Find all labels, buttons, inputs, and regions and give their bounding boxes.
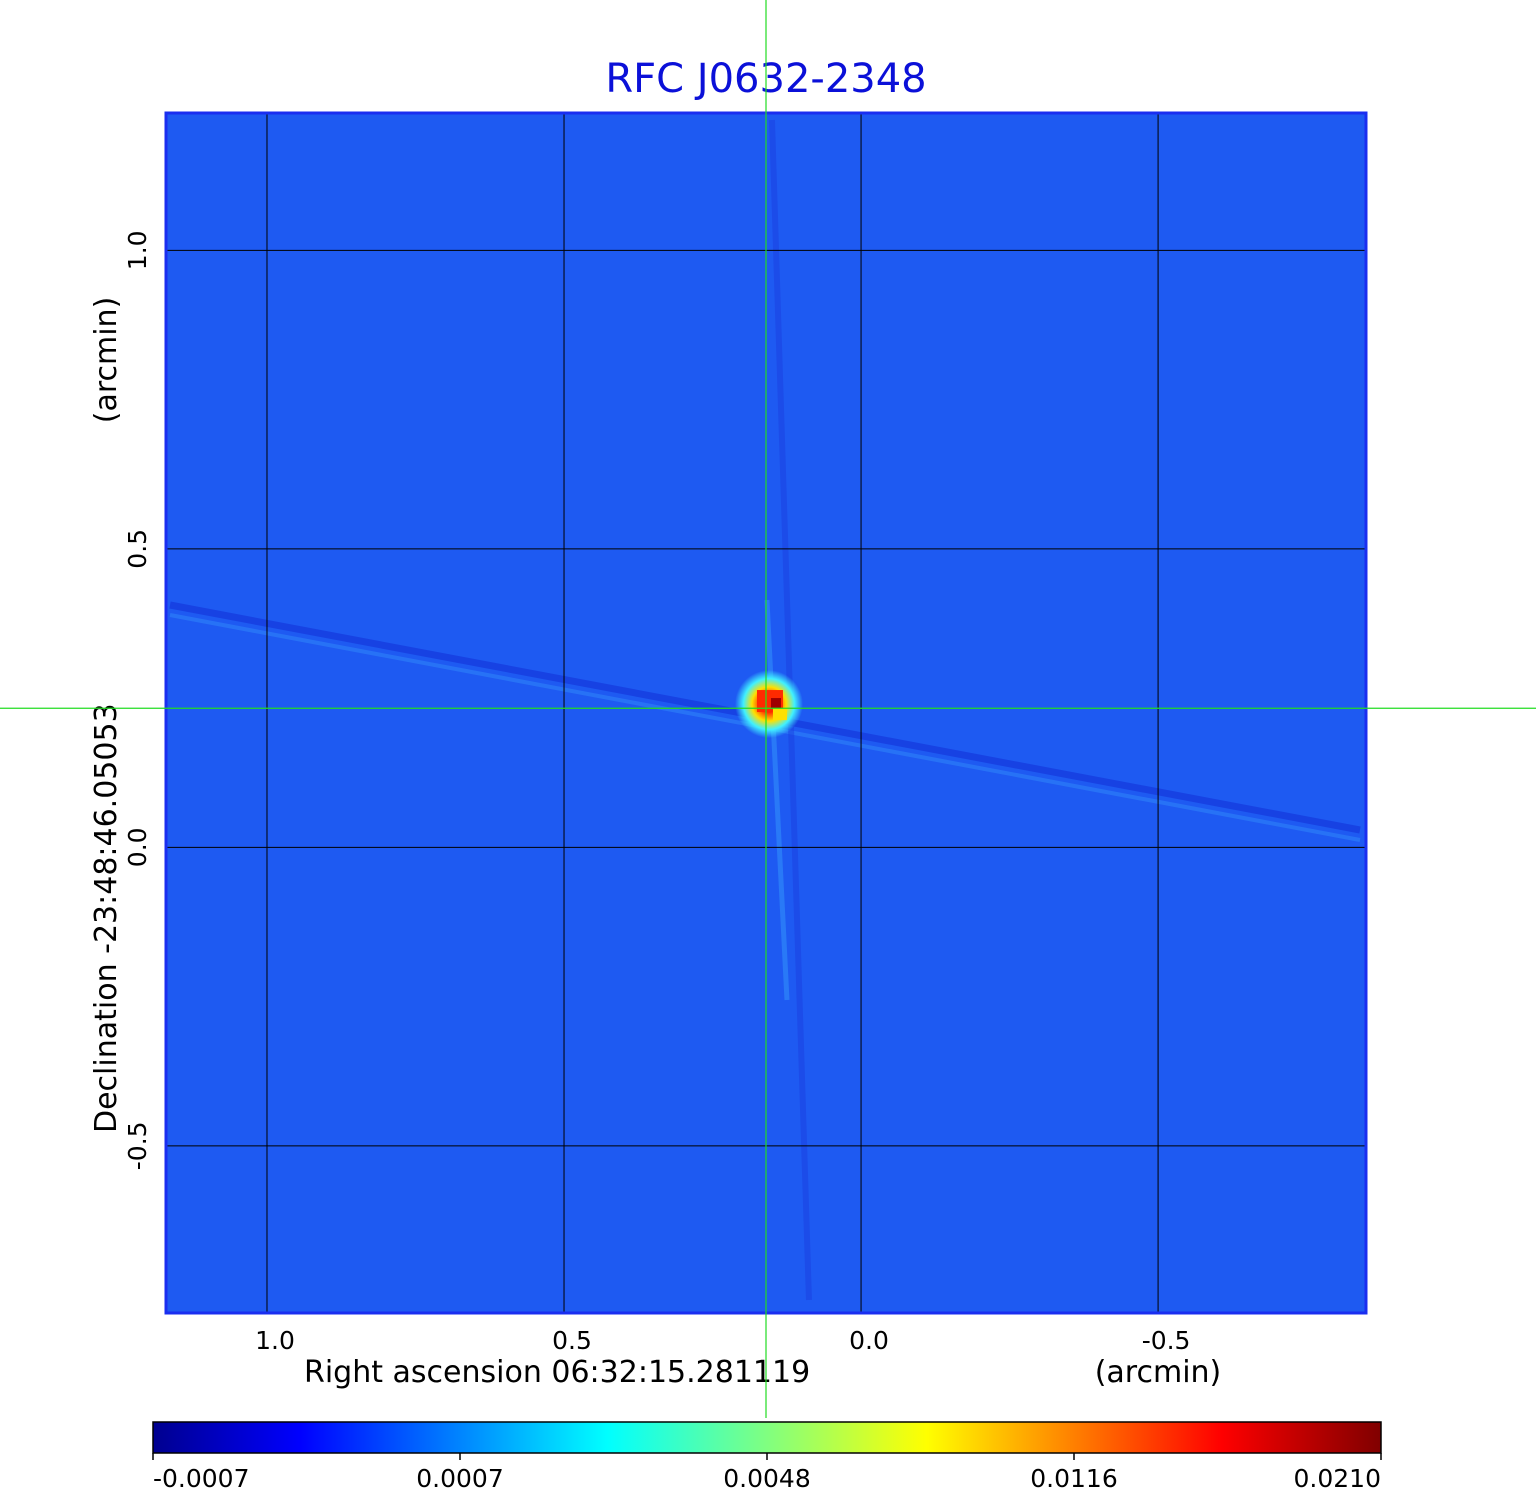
y-ticks: 1.0 0.5 0.0 -0.5 [123,230,152,1170]
x-axis-label: Right ascension 06:32:15.281119 [304,1355,810,1390]
streak-line [764,599,790,1001]
colorbar-tick-label: 0.0007 [416,1464,503,1493]
colorbar [152,1421,1382,1454]
x-tick-label: -0.5 [1142,1326,1191,1355]
colorbar-tick-label: 0.0116 [1030,1464,1117,1493]
colorbar-ticks: -0.0007 0.0007 0.0048 0.0116 0.0210 [152,1453,1382,1493]
source-blob [734,670,803,739]
y-tick-label: -0.5 [123,1121,152,1170]
source-peak [770,698,781,709]
y-axis-unit: (arcmin) [89,297,124,424]
colorbar-tick-label: -0.0007 [153,1464,250,1493]
x-tick-label: 0.0 [849,1326,889,1355]
colorbar-tick-label: 0.0210 [1294,1464,1381,1493]
crosshair [0,0,1536,1418]
colorbar-tick-label: 0.0048 [723,1464,810,1493]
x-axis-unit: (arcmin) [1095,1355,1222,1390]
x-tick-label: 0.5 [552,1326,592,1355]
x-ticks: 1.0 0.5 0.0 -0.5 [255,1326,1190,1355]
source-rim [772,708,787,721]
x-tick-label: 1.0 [255,1326,295,1355]
y-tick-label: 1.0 [123,230,152,270]
y-tick-label: 0.5 [123,529,152,569]
y-axis-label: Declination -23:48:46.05053 [89,703,124,1133]
y-tick-label: 0.0 [123,827,152,867]
